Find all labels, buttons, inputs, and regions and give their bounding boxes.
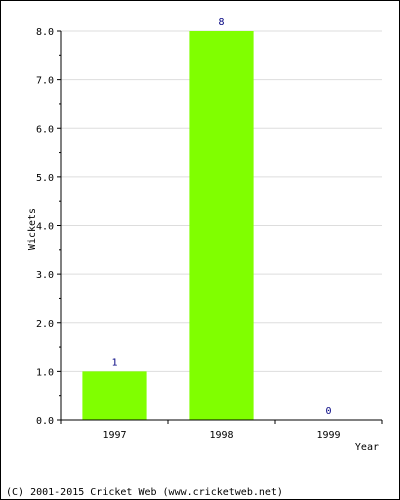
bar-value-label: 1 [111, 357, 117, 368]
y-tick-label: 2.0 [36, 319, 54, 330]
bar-value-label: 0 [325, 406, 331, 417]
y-tick-label: 5.0 [36, 173, 54, 184]
y-tick-label: 7.0 [36, 76, 54, 87]
y-axis-label: Wickets [27, 208, 38, 250]
bar-value-label: 8 [218, 17, 224, 28]
bar [189, 31, 254, 420]
x-tick-label: 1997 [102, 430, 126, 441]
value-labels: 1 8 0 [111, 17, 331, 417]
y-tick-label: 1.0 [36, 367, 54, 378]
bars [82, 31, 254, 420]
x-ticks: 1997 1998 1999 [60, 420, 383, 441]
x-tick-label: 1998 [209, 430, 233, 441]
x-axis-label: Year [355, 442, 379, 453]
bar [82, 371, 147, 420]
y-tick-label: 4.0 [36, 222, 54, 233]
y-tick-label: 0.0 [36, 416, 54, 427]
y-ticks: 0.0 1.0 2.0 3.0 4.0 5.0 6.0 7.0 8.0 [36, 27, 61, 427]
y-tick-label: 8.0 [36, 27, 54, 38]
x-tick-label: 1999 [316, 430, 340, 441]
y-tick-label: 6.0 [36, 124, 54, 135]
copyright-footer: (C) 2001-2015 Cricket Web (www.cricketwe… [6, 487, 283, 498]
y-tick-label: 3.0 [36, 270, 54, 281]
